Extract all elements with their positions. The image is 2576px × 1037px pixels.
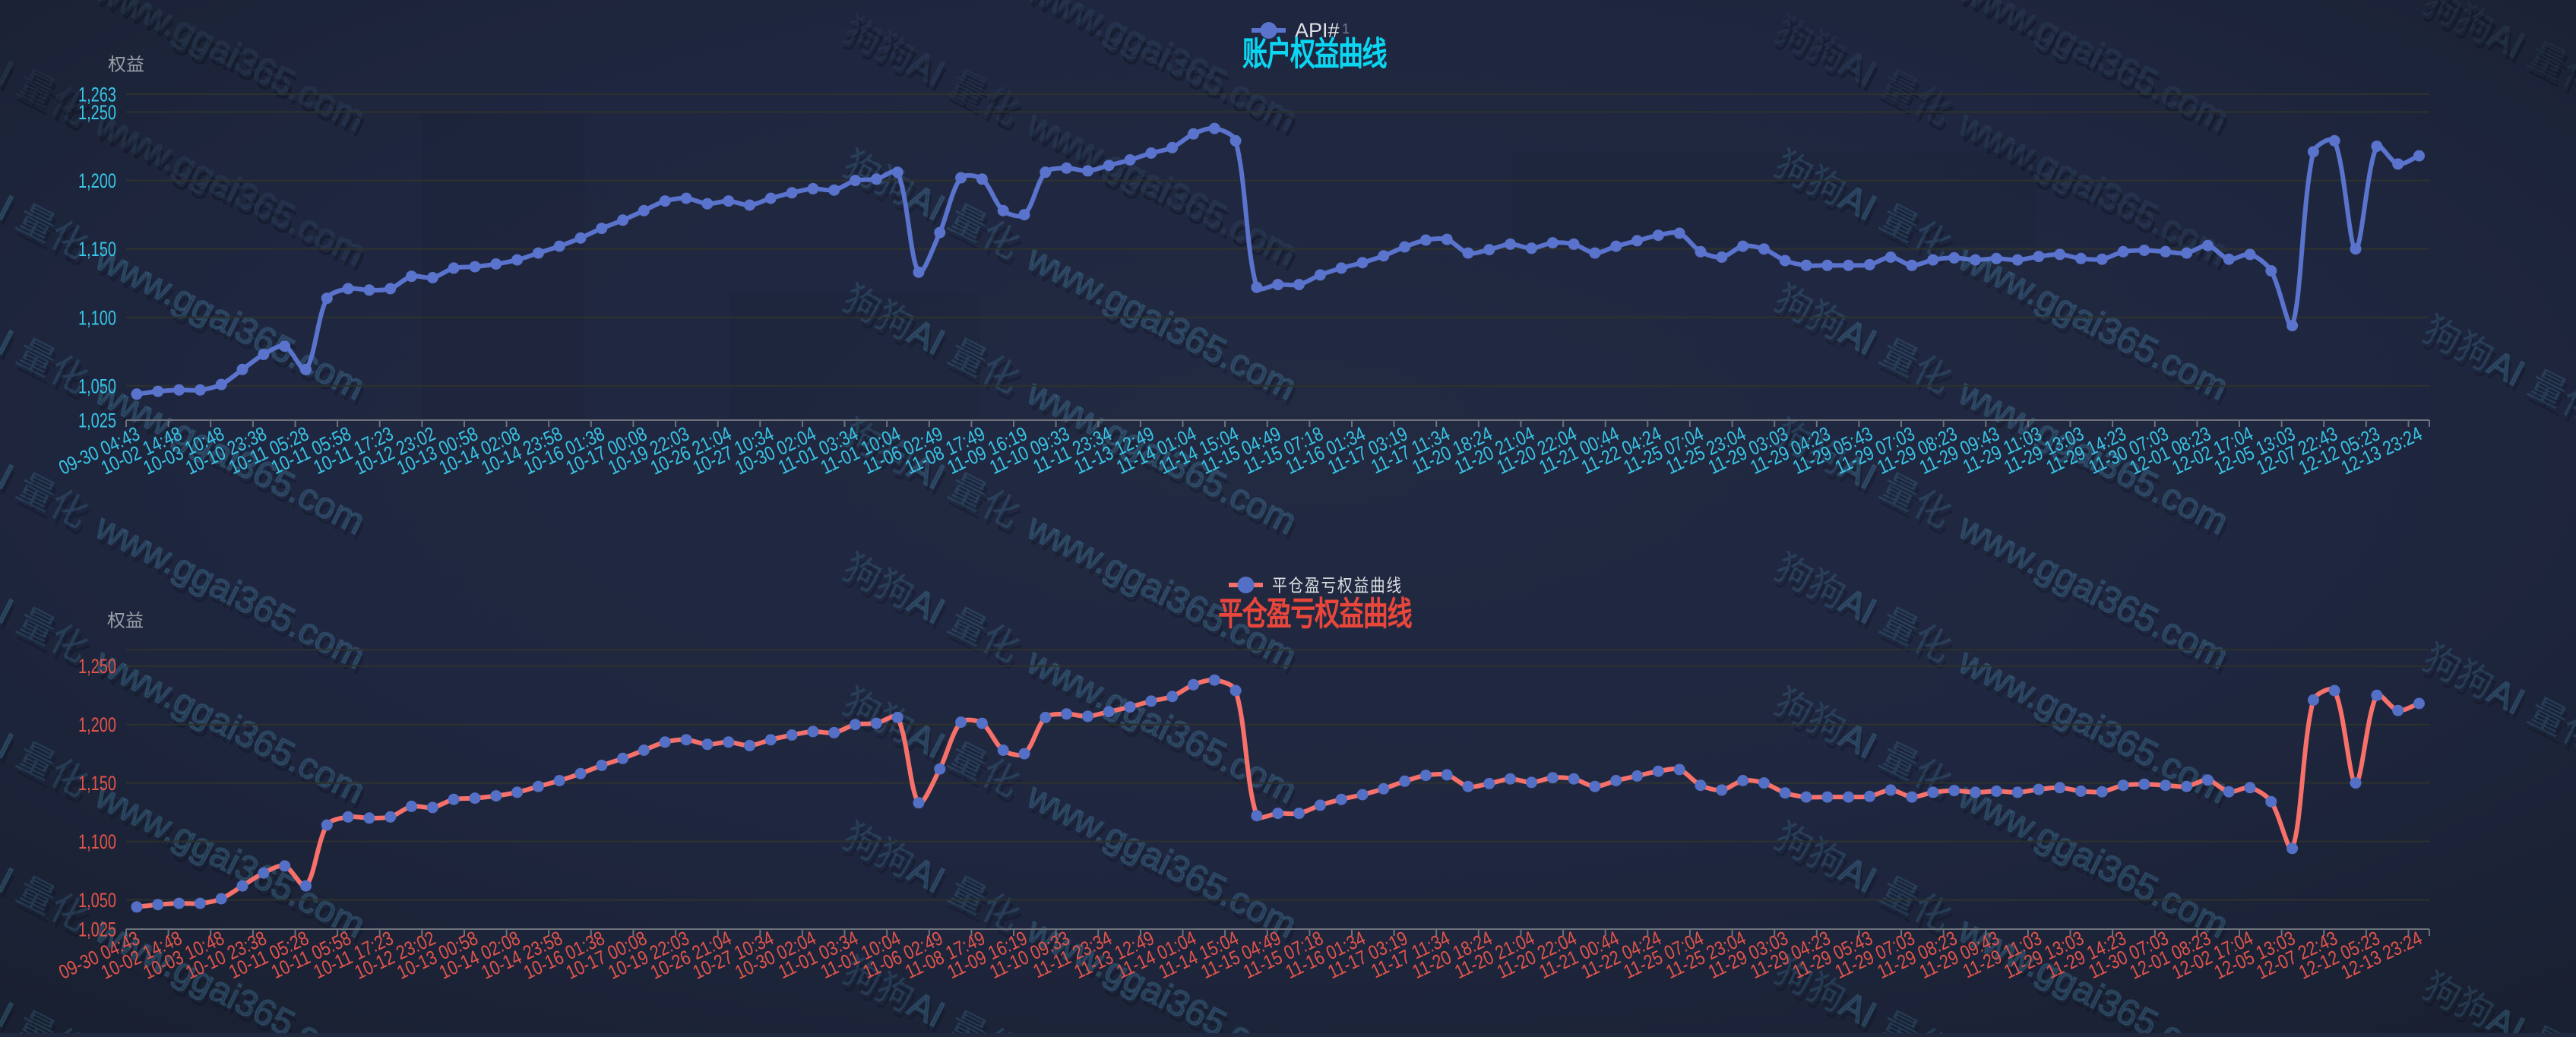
svg-text:1,025: 1,025 xyxy=(78,409,116,433)
svg-text:1,150: 1,150 xyxy=(78,772,116,795)
svg-text:1: 1 xyxy=(1342,21,1350,36)
svg-text:1,200: 1,200 xyxy=(78,169,116,193)
svg-text:1,050: 1,050 xyxy=(78,375,116,399)
svg-text:1,250: 1,250 xyxy=(78,101,116,125)
svg-text:1,150: 1,150 xyxy=(78,238,116,261)
svg-text:1,200: 1,200 xyxy=(78,713,116,737)
svg-text:1,025: 1,025 xyxy=(78,918,116,942)
svg-text:1,250: 1,250 xyxy=(78,655,116,678)
svg-text:1,100: 1,100 xyxy=(78,830,116,854)
svg-text:1,100: 1,100 xyxy=(78,306,116,330)
svg-text:1,263: 1,263 xyxy=(78,84,116,107)
svg-text:1,050: 1,050 xyxy=(78,889,116,912)
